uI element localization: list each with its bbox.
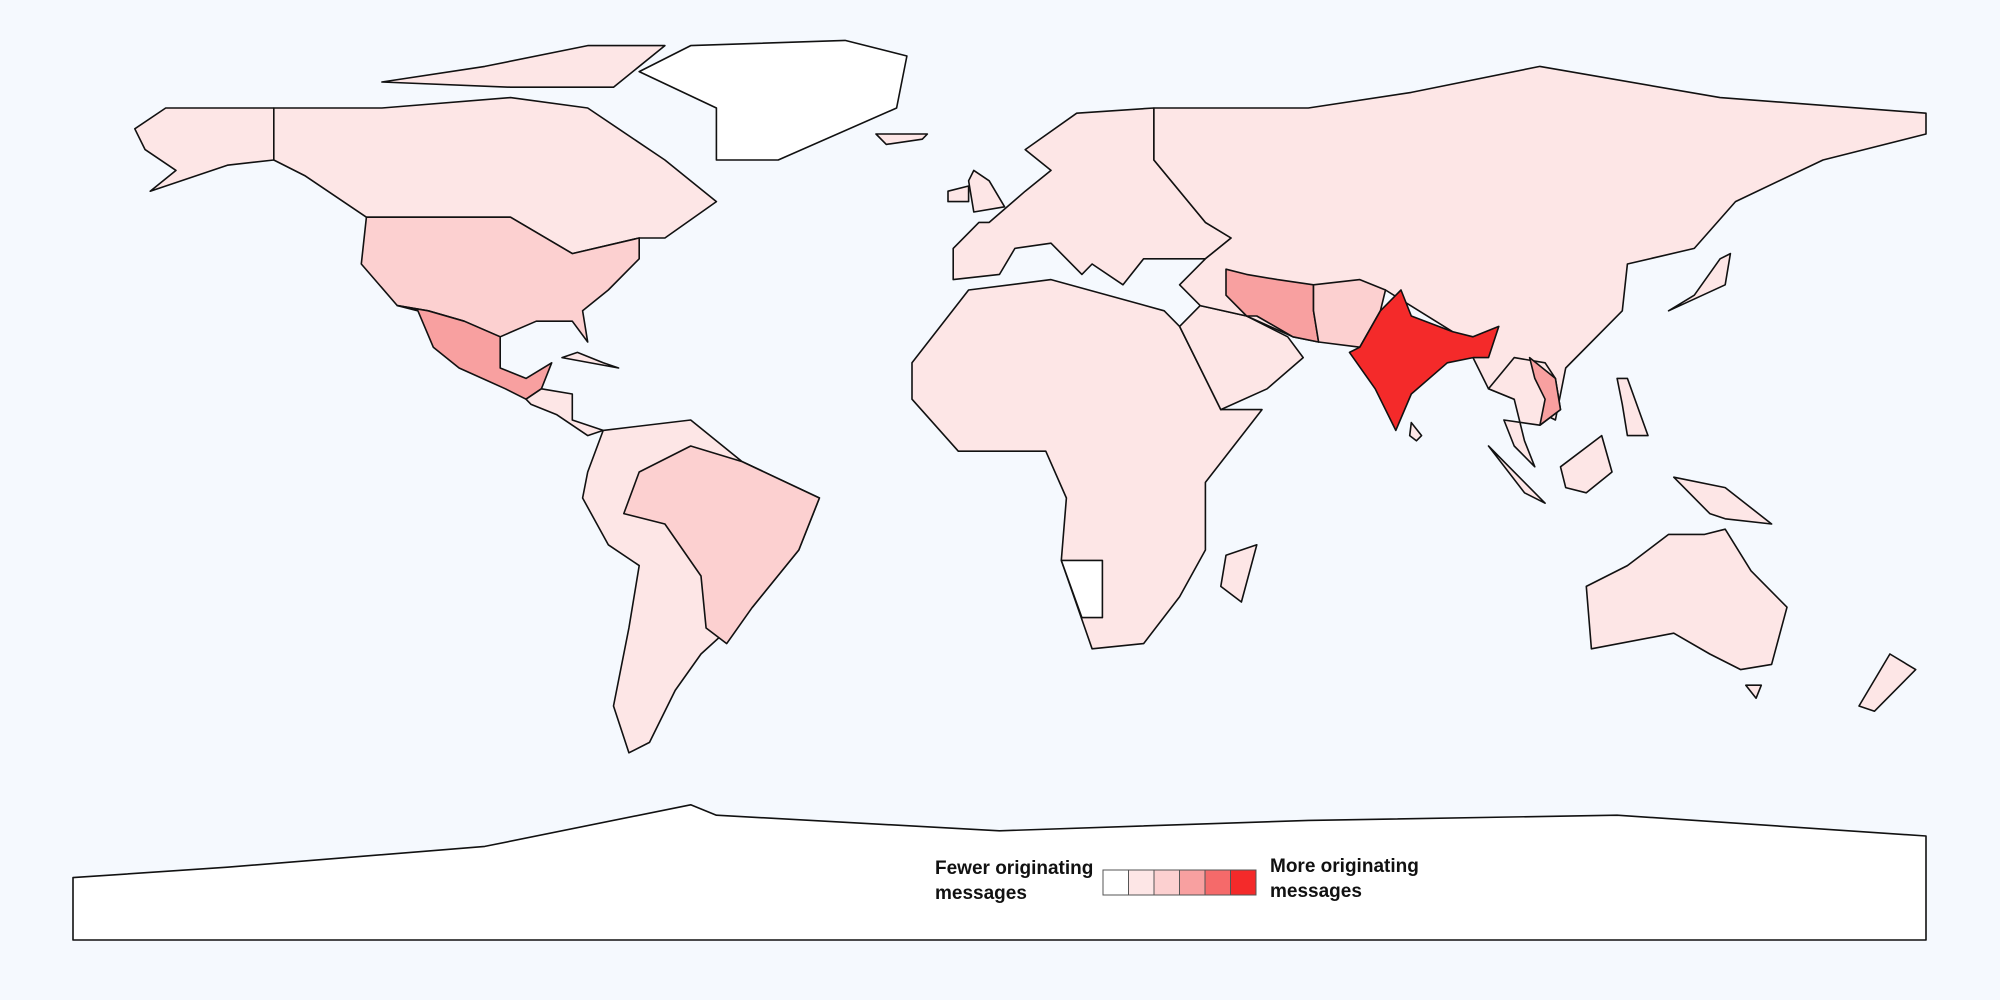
asia — [1153, 65, 1927, 421]
arctic-islands — [381, 44, 666, 88]
legend-low-label: Fewer originating messages — [935, 858, 1094, 904]
legend-swatch — [1128, 869, 1155, 896]
legend-swatch — [1204, 869, 1231, 896]
legend-high-label: More originating messages — [1270, 856, 1419, 902]
legend-swatch — [1230, 869, 1257, 896]
tasmania — [1745, 684, 1763, 699]
mexico — [396, 304, 553, 400]
britain — [967, 169, 1006, 213]
legend-scale — [1102, 869, 1257, 896]
legend-swatch — [1179, 869, 1206, 896]
canada — [273, 96, 718, 255]
sri-lanka — [1408, 421, 1423, 442]
cuba — [561, 351, 620, 369]
vietnam — [1528, 356, 1562, 426]
greenland — [638, 39, 908, 161]
ireland — [947, 185, 970, 203]
madagascar — [1220, 544, 1258, 603]
legend-swatch — [1153, 869, 1180, 896]
new-guinea — [1673, 476, 1773, 525]
countries — [72, 39, 1927, 941]
borneo — [1559, 434, 1613, 494]
sumatra — [1487, 445, 1546, 504]
brazil — [623, 445, 821, 645]
legend-swatch — [1102, 869, 1129, 896]
new-zealand — [1858, 653, 1917, 712]
antarctica — [72, 804, 1927, 941]
alaska — [134, 107, 275, 192]
iceland — [875, 133, 929, 146]
africa — [911, 278, 1263, 650]
central-america — [525, 388, 604, 437]
namibia — [1060, 559, 1104, 619]
philippines — [1616, 377, 1649, 437]
australia — [1585, 528, 1788, 671]
india — [1348, 289, 1500, 432]
japan — [1667, 252, 1732, 312]
